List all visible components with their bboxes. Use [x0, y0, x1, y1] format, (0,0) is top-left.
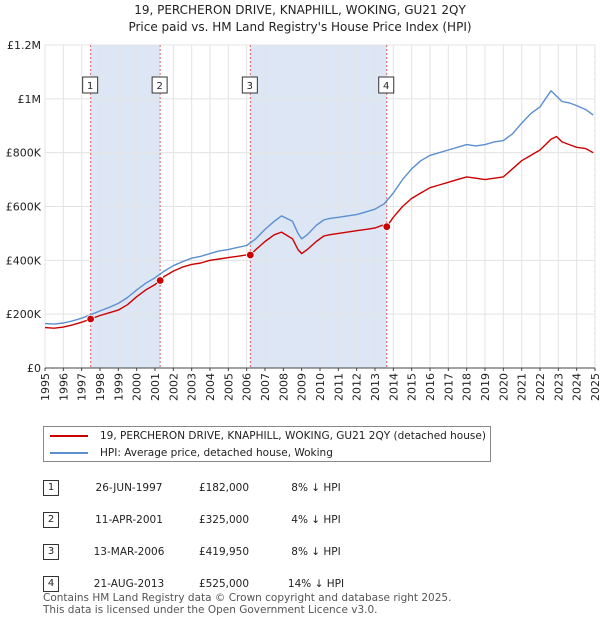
x-tick-label: 2019	[479, 373, 492, 401]
sale-number-badge: 3	[43, 544, 59, 560]
sale-box	[82, 76, 99, 94]
footer-copyright: Contains HM Land Registry data © Crown c…	[43, 592, 452, 604]
x-tick-label: 2017	[442, 373, 455, 401]
x-tick-label: 2008	[277, 373, 290, 401]
x-tick-label: 2012	[351, 373, 364, 401]
sale-price: £525,000	[198, 578, 250, 590]
y-tick-label: £800K	[6, 147, 42, 160]
series-line-hpi	[44, 90, 594, 325]
price-chart: 1 2 3 4 £0 £200K £400K £600K £800K £1M £1.2M 1995 19…	[6, 39, 600, 401]
table-row: 3 13-MAR-2006 £419,950 8% ↓ HPI	[43, 536, 369, 568]
sale-point	[86, 314, 95, 324]
y-tick-label: £1M	[18, 93, 42, 106]
sale-price: £419,950	[198, 546, 250, 558]
x-tick-label: 1996	[57, 373, 70, 401]
sale-box-label: 2	[156, 81, 162, 92]
sale-date: 13-MAR-2006	[93, 546, 165, 558]
x-tick-label: 2018	[461, 373, 474, 401]
x-tick-label: 1997	[76, 373, 89, 401]
sale-point	[155, 276, 165, 285]
sale-hpi-diff: 8% ↓ HPI	[291, 546, 341, 558]
table-row: 1 26-JUN-1997 £182,000 8% ↓ HPI	[43, 472, 369, 504]
x-tick-label: 2023	[552, 373, 565, 401]
sale-point	[382, 222, 391, 231]
x-tick-label: 1998	[94, 373, 107, 401]
x-tick-label: 2009	[296, 373, 309, 401]
x-tick-label: 2020	[497, 373, 510, 401]
y-tick-label: £200K	[6, 308, 42, 321]
legend-label-property: 19, PERCHERON DRIVE, KNAPHILL, WOKING, G…	[100, 430, 486, 442]
y-tick-label: £400K	[6, 254, 42, 267]
x-tick-label: 2016	[424, 373, 437, 401]
table-row: 2 11-APR-2001 £325,000 4% ↓ HPI	[43, 504, 369, 536]
x-tick-label: 2011	[332, 373, 345, 401]
series-line-property	[44, 135, 594, 329]
x-tick-label: 2004	[204, 373, 217, 401]
x-tick-label: 2021	[516, 373, 529, 401]
legend-swatch-hpi	[50, 452, 88, 454]
x-tick-label: 1995	[39, 373, 52, 401]
legend-item-property: 19, PERCHERON DRIVE, KNAPHILL, WOKING, G…	[50, 428, 486, 444]
sale-number-badge: 2	[43, 512, 59, 528]
x-tick-label: 2003	[186, 373, 199, 401]
x-tick-label: 2022	[534, 373, 547, 401]
sale-box-label: 3	[247, 81, 253, 92]
y-tick-label: £0	[27, 362, 41, 375]
x-tick-label: 2001	[149, 373, 162, 401]
sale-date: 11-APR-2001	[95, 514, 163, 526]
x-tick-label: 2007	[259, 373, 272, 401]
x-tick-label: 2025	[589, 373, 600, 401]
sale-hpi-diff: 8% ↓ HPI	[291, 482, 341, 494]
x-tick-label: 2014	[387, 373, 400, 401]
sale-box	[241, 76, 258, 94]
x-tick-label: 2013	[369, 373, 382, 401]
sale-date: 21-AUG-2013	[93, 578, 165, 590]
x-tick-label: 1999	[112, 373, 125, 401]
x-tick-label: 2024	[571, 373, 584, 401]
sale-hpi-diff: 14% ↓ HPI	[287, 578, 345, 590]
x-tick-label: 2000	[131, 373, 144, 401]
sale-box	[378, 76, 395, 94]
legend-swatch-property	[50, 435, 88, 437]
legend-item-hpi: HPI: Average price, detached house, Woki…	[50, 445, 333, 461]
sale-number-badge: 4	[43, 576, 59, 592]
sale-box-label: 1	[87, 81, 93, 92]
chart-subtitle: Price paid vs. HM Land Registry's House …	[128, 20, 472, 34]
sale-price: £325,000	[198, 514, 250, 526]
sale-box-label: 4	[383, 81, 389, 92]
x-tick-label: 2006	[241, 373, 254, 401]
sale-point	[246, 250, 255, 260]
y-tick-label: £600K	[6, 201, 42, 214]
legend-label-hpi: HPI: Average price, detached house, Woki…	[100, 447, 333, 459]
footer-notice: Contains HM Land Registry data © Crown c…	[43, 592, 451, 616]
sales-table: 1 26-JUN-1997 £182,000 8% ↓ HPI 2 11-APR…	[43, 472, 369, 600]
chart-title: 19, PERCHERON DRIVE, KNAPHILL, WOKING, G…	[134, 3, 466, 17]
x-tick-label: 2005	[222, 373, 235, 401]
sale-hpi-diff: 4% ↓ HPI	[291, 514, 341, 526]
footer-licence: This data is licensed under the Open Gov…	[43, 604, 378, 616]
sale-date: 26-JUN-1997	[95, 482, 163, 494]
sale-box	[151, 76, 168, 94]
sale-number-badge: 1	[43, 480, 59, 496]
sale-price: £182,000	[198, 482, 250, 494]
table-row: 4 21-AUG-2013 £525,000 14% ↓ HPI	[43, 568, 369, 600]
x-tick-label: 2002	[167, 373, 180, 401]
x-tick-label: 2010	[314, 373, 327, 401]
x-tick-label: 2015	[406, 373, 419, 401]
y-tick-label: £1.2M	[7, 39, 41, 52]
chart-legend: 19, PERCHERON DRIVE, KNAPHILL, WOKING, G…	[43, 426, 491, 462]
